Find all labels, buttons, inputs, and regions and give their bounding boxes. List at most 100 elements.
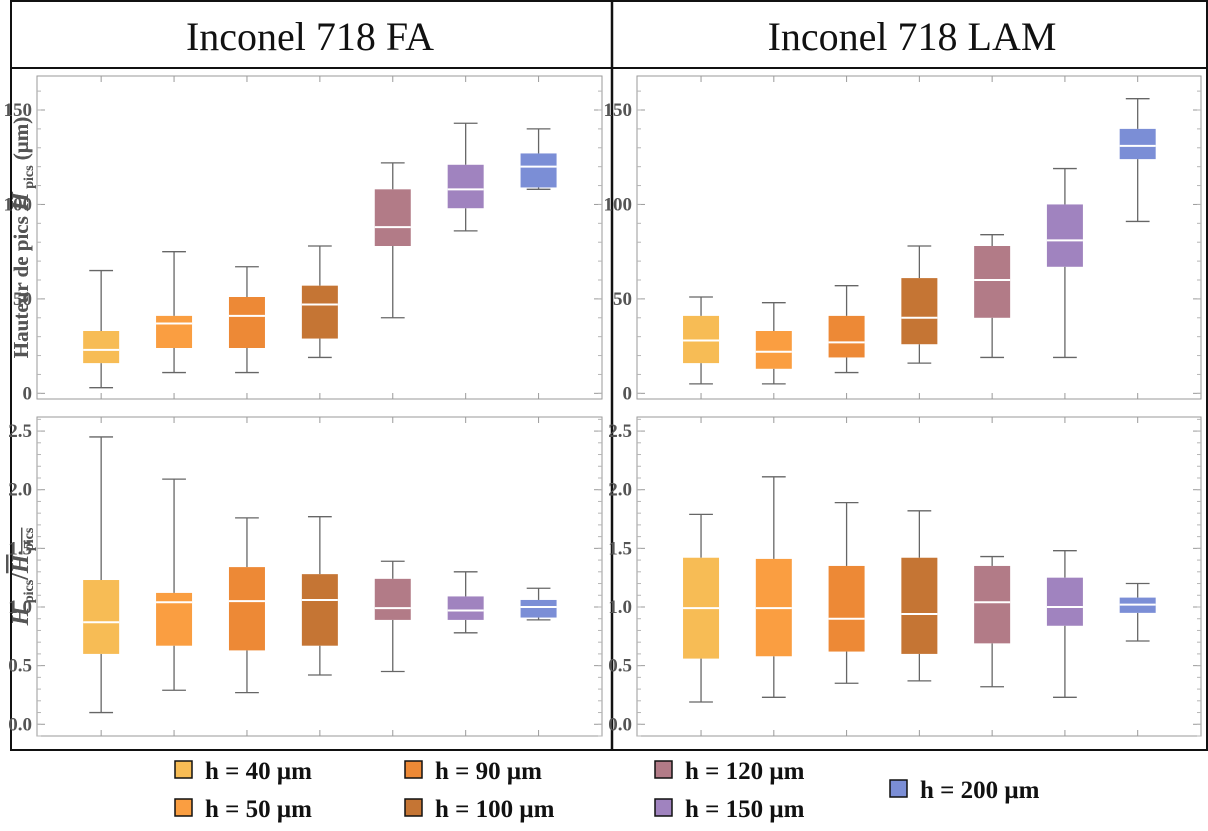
chart-panel-4: 0.0 0.5 1.0 1.5 2.0 2.5 H pics/H pics (8, 416, 1202, 737)
iqr-box (301, 285, 338, 339)
y-axis-label: Hauteur de pics H pics (μm) (8, 117, 37, 358)
y-tick-label: 100 (604, 194, 633, 215)
box-150um (1046, 167, 1083, 359)
legend-item-200um: h = 200 μm (889, 777, 1040, 804)
iqr-box (1046, 204, 1083, 267)
legend-label: h = 120 μm (685, 758, 805, 785)
legend-item-120um: h = 120 μm (654, 758, 805, 785)
box-120um (974, 555, 1011, 688)
iqr-box (828, 565, 865, 652)
y-tick-label: 100 (4, 194, 33, 215)
legend-item-50um: h = 50 μm (174, 796, 312, 823)
legend-label: h = 200 μm (920, 777, 1040, 804)
legend-label: h = 90 μm (435, 758, 542, 785)
iqr-box (755, 331, 792, 369)
iqr-box (974, 246, 1011, 318)
legend-swatch (404, 798, 423, 817)
legend-item-90um: h = 90 μm (404, 758, 542, 785)
y-tick-label: 0 (623, 383, 633, 404)
iqr-box (447, 596, 484, 620)
iqr-box (1119, 128, 1156, 160)
iqr-box (828, 315, 865, 358)
y-tick-label: 0.5 (608, 656, 632, 677)
iqr-box (520, 599, 557, 618)
box-200um (1119, 98, 1156, 223)
legend-label: h = 50 μm (205, 796, 312, 823)
y-tick-label: 1.0 (8, 597, 32, 618)
legend-swatch (654, 760, 673, 779)
y-tick-label: 0.0 (608, 714, 632, 735)
legend-label: h = 100 μm (435, 796, 555, 823)
iqr-box (301, 574, 338, 646)
box-50um (755, 302, 792, 385)
iqr-box (83, 331, 120, 364)
legend-item-150um: h = 150 μm (654, 796, 805, 823)
box-100um (301, 245, 338, 359)
iqr-box (83, 580, 120, 654)
legend-item-40um: h = 40 μm (174, 758, 312, 785)
box-40um (683, 513, 720, 703)
y-axis-label: H pics/H pics (8, 527, 37, 626)
box-200um (520, 587, 557, 621)
box-200um (1119, 582, 1156, 642)
box-200um (520, 128, 557, 190)
iqr-box (228, 567, 265, 651)
box-100um (901, 510, 938, 682)
iqr-box (1046, 577, 1083, 626)
iqr-box (520, 153, 557, 188)
column-title-fa: Inconel 718 FA (186, 14, 434, 59)
y-axis-label: Hauteur de pics H pics (μm) (8, 117, 37, 358)
iqr-box (901, 278, 938, 345)
y-tick-label: 1.0 (608, 597, 632, 618)
box-90um (228, 266, 265, 374)
y-tick-label: 1.5 (8, 538, 32, 559)
iqr-box (374, 189, 411, 246)
box-120um (374, 162, 411, 319)
box-40um (83, 269, 120, 389)
y-tick-label: 50 (613, 289, 632, 310)
legend-item-100um: h = 100 μm (404, 796, 555, 823)
box-150um (447, 122, 484, 232)
iqr-box (374, 578, 411, 620)
y-tick-label: 150 (604, 100, 633, 121)
box-90um (228, 517, 265, 694)
box-50um (156, 478, 193, 691)
chart-panel-3: 0.0 0.5 1.0 1.5 2.0 2.5 H pics/H pics (8, 416, 603, 737)
iqr-box (156, 592, 193, 646)
box-100um (901, 245, 938, 364)
chart-panels: 0 50 100 150 Hauteur de pics H pics (μm) 0 50 1… (4, 75, 1202, 737)
box-90um (828, 501, 865, 684)
iqr-box (901, 557, 938, 654)
y-tick-label: 50 (13, 289, 32, 310)
box-100um (301, 516, 338, 676)
legend-swatch (889, 779, 908, 798)
legend-label: h = 150 μm (685, 796, 805, 823)
y-tick-label: 0.0 (8, 714, 32, 735)
box-150um (1046, 550, 1083, 698)
legend-swatch (404, 760, 423, 779)
y-tick-label: 0 (23, 383, 33, 404)
iqr-box (156, 315, 193, 348)
outer-border (10, 0, 1208, 751)
box-50um (156, 251, 193, 374)
box-120um (374, 560, 411, 673)
chart-panel-2: 0 50 100 150 Hauteur de pics H pics (μm) (8, 75, 1202, 404)
y-tick-label: 2.0 (608, 480, 632, 501)
figure-frame (10, 0, 1208, 751)
legend-swatch (174, 760, 193, 779)
box-90um (828, 285, 865, 374)
iqr-box (447, 164, 484, 209)
box-40um (683, 296, 720, 385)
box-120um (974, 234, 1011, 359)
y-tick-label: 0.5 (8, 656, 32, 677)
legend-label: h = 40 μm (205, 758, 312, 785)
y-tick-label: 1.5 (608, 538, 632, 559)
legend: h = 40 μm h = 90 μm h = 120 μm h = 50 μm h =… (174, 758, 1040, 823)
iqr-box (974, 565, 1011, 644)
box-150um (447, 571, 484, 634)
legend-swatch (654, 798, 673, 817)
y-tick-label: 2.5 (8, 421, 32, 442)
legend-swatch (174, 798, 193, 817)
